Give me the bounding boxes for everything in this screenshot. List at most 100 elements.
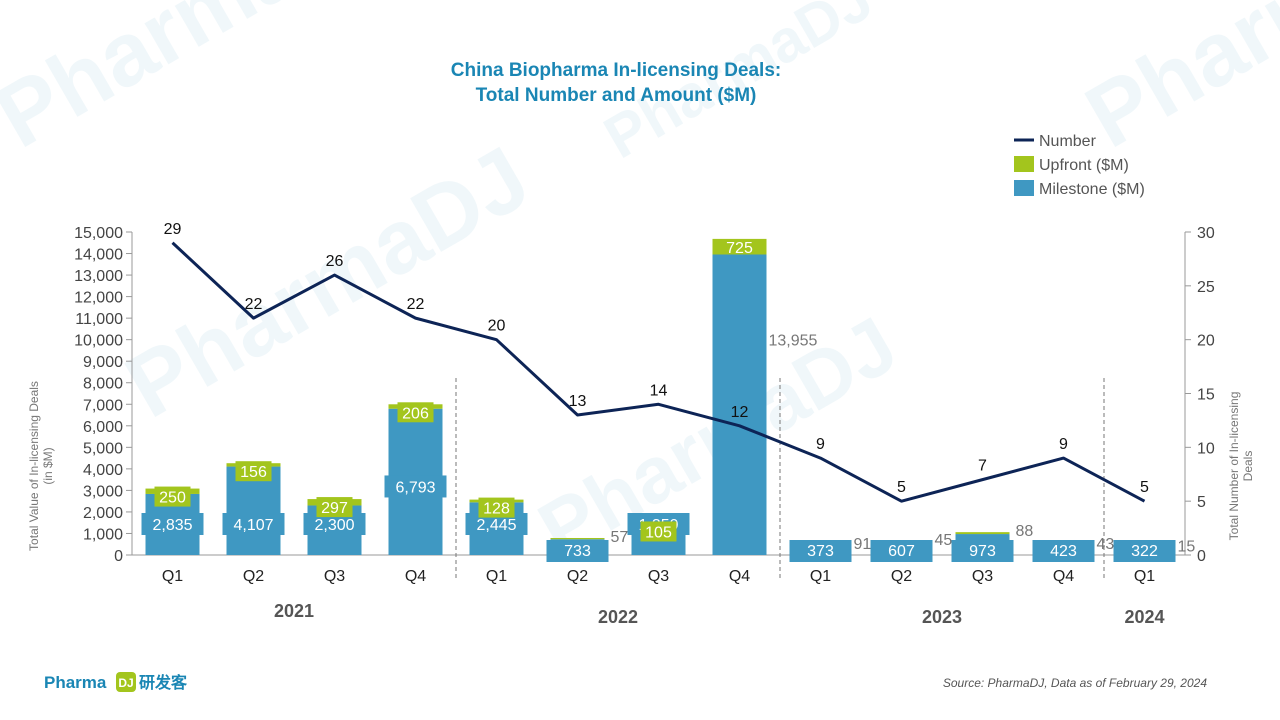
left-tick-label: 10,000	[74, 333, 123, 350]
category-label: Q4	[729, 568, 750, 585]
upfront-value-label: 128	[483, 501, 510, 518]
milestone-value-label: 13,955	[769, 333, 818, 350]
upfront-bar	[955, 532, 1010, 535]
right-axis-title: Total Number of In-licensingDeals	[1227, 392, 1255, 541]
milestone-label-box	[870, 540, 933, 562]
upfront-label-box	[640, 521, 677, 542]
category-label: Q1	[810, 568, 831, 585]
number-point-label: 26	[326, 253, 344, 270]
left-tick-label: 14,000	[74, 247, 123, 264]
number-point-label: 9	[816, 436, 825, 453]
category-label: Q3	[972, 568, 993, 585]
upfront-value-label: 156	[240, 464, 267, 481]
milestone-bar	[226, 466, 281, 555]
milestone-label-box	[1113, 540, 1176, 562]
number-point-label: 14	[650, 382, 668, 399]
left-tick-label: 12,000	[74, 290, 123, 307]
line-series: 29 22 26 22 20 13 14 12 9 5 7 9 5	[164, 221, 1149, 503]
category-label: Q3	[648, 568, 669, 585]
legend-label: Milestone ($M)	[1039, 181, 1145, 198]
category-label: Q4	[1053, 568, 1074, 585]
watermark-logo-0: PharmaDJ	[0, 0, 416, 167]
year-label: 2022	[598, 607, 638, 627]
upfront-label-box	[154, 486, 191, 507]
upfront-value-label: 57	[611, 529, 629, 546]
upfront-value-label: 43	[1097, 536, 1115, 553]
milestone-value-label: 973	[969, 543, 996, 560]
year-label: 2024	[1124, 607, 1164, 627]
upfront-value-label: 725	[726, 240, 753, 257]
left-tick-label: 2,000	[83, 505, 123, 522]
milestone-label-box	[789, 540, 852, 562]
category-label: Q2	[567, 568, 588, 585]
milestone-value-label: 4,107	[233, 517, 273, 534]
milestone-label-box	[951, 540, 1014, 562]
number-point-label: 5	[897, 479, 906, 496]
brand-name: Pharma	[44, 673, 107, 692]
number-point-label: 20	[488, 318, 506, 335]
upfront-value-label: 15	[1178, 539, 1196, 556]
right-tick-label: 20	[1197, 333, 1215, 350]
year-label: 2023	[922, 607, 962, 627]
watermark-logo-2: PharmaDJ	[110, 128, 546, 437]
right-tick-label: 30	[1197, 225, 1215, 242]
right-axis-title-line: Deals	[1241, 451, 1255, 482]
upfront-value-label: 105	[645, 524, 672, 541]
upfront-bar	[712, 238, 767, 255]
upfront-value-label: 250	[159, 490, 186, 507]
category-label: Q3	[324, 568, 345, 585]
milestone-label-box	[141, 513, 204, 535]
category-label: Q1	[486, 568, 507, 585]
upfront-value-label: 45	[935, 532, 953, 549]
left-tick-label: 13,000	[74, 268, 123, 285]
upfront-label-box	[397, 402, 434, 423]
watermark-logo-3: PharmaDJ	[1070, 0, 1280, 167]
milestone-label-box	[465, 513, 528, 535]
milestone-label-box	[1032, 540, 1095, 562]
right-tick-label: 5	[1197, 494, 1206, 511]
category-label: Q1	[1134, 568, 1155, 585]
year-label: 2021	[274, 601, 314, 621]
right-tick-label: 15	[1197, 387, 1215, 404]
milestone-value-label: 322	[1131, 543, 1158, 560]
left-tick-label: 0	[114, 548, 123, 565]
upfront-value-label: 297	[321, 500, 348, 517]
left-tick-label: 3,000	[83, 483, 123, 500]
milestone-value-label: 373	[807, 543, 834, 560]
brand-logo-mark: DJ	[118, 676, 133, 690]
right-tick-label: 10	[1197, 440, 1215, 457]
milestone-value-label: 6,793	[395, 479, 435, 496]
legend-swatch-bar	[1014, 180, 1034, 196]
number-point-label: 22	[245, 296, 263, 313]
left-tick-label: 1,000	[83, 526, 123, 543]
milestone-value-label: 2,445	[476, 517, 516, 534]
left-tick-label: 4,000	[83, 462, 123, 479]
source-note: Source: PharmaDJ, Data as of February 29…	[943, 676, 1207, 690]
chart-legend: Number Upfront ($M) Milestone ($M)	[1014, 133, 1145, 198]
number-point-label: 5	[1140, 479, 1149, 496]
category-label: Q1	[162, 568, 183, 585]
milestone-value-label: 607	[888, 543, 915, 560]
left-tick-label: 8,000	[83, 376, 123, 393]
number-point-label: 12	[731, 404, 749, 421]
left-tick-label: 6,000	[83, 419, 123, 436]
milestone-value-label: 2,835	[152, 517, 192, 534]
left-axis-title-line: (in $M)	[41, 447, 55, 484]
legend-label: Upfront ($M)	[1039, 157, 1129, 174]
milestone-label-box	[222, 513, 285, 535]
upfront-bar	[550, 537, 605, 540]
milestone-label-box	[384, 475, 447, 498]
brand-name-cn: 研发客	[139, 673, 188, 692]
milestone-label-box	[546, 540, 609, 562]
left-tick-label: 9,000	[83, 354, 123, 371]
number-point-label: 29	[164, 221, 182, 238]
number-line	[171, 241, 1146, 503]
number-point-label: 22	[407, 296, 425, 313]
chart-axes: 0 1,000 2,000 3,000 4,000 5,000 6,000 7,000 8,00…	[27, 225, 1255, 627]
milestone-label-box	[303, 513, 366, 535]
left-axis-title: Total Value of In-licensing Deals(in $M)	[27, 381, 55, 551]
right-tick-label: 0	[1197, 548, 1206, 565]
chart-title: China Biopharma In-licensing Deals: Total…	[451, 60, 781, 106]
category-label: Q2	[243, 568, 264, 585]
brand-logo-icon	[116, 672, 136, 692]
